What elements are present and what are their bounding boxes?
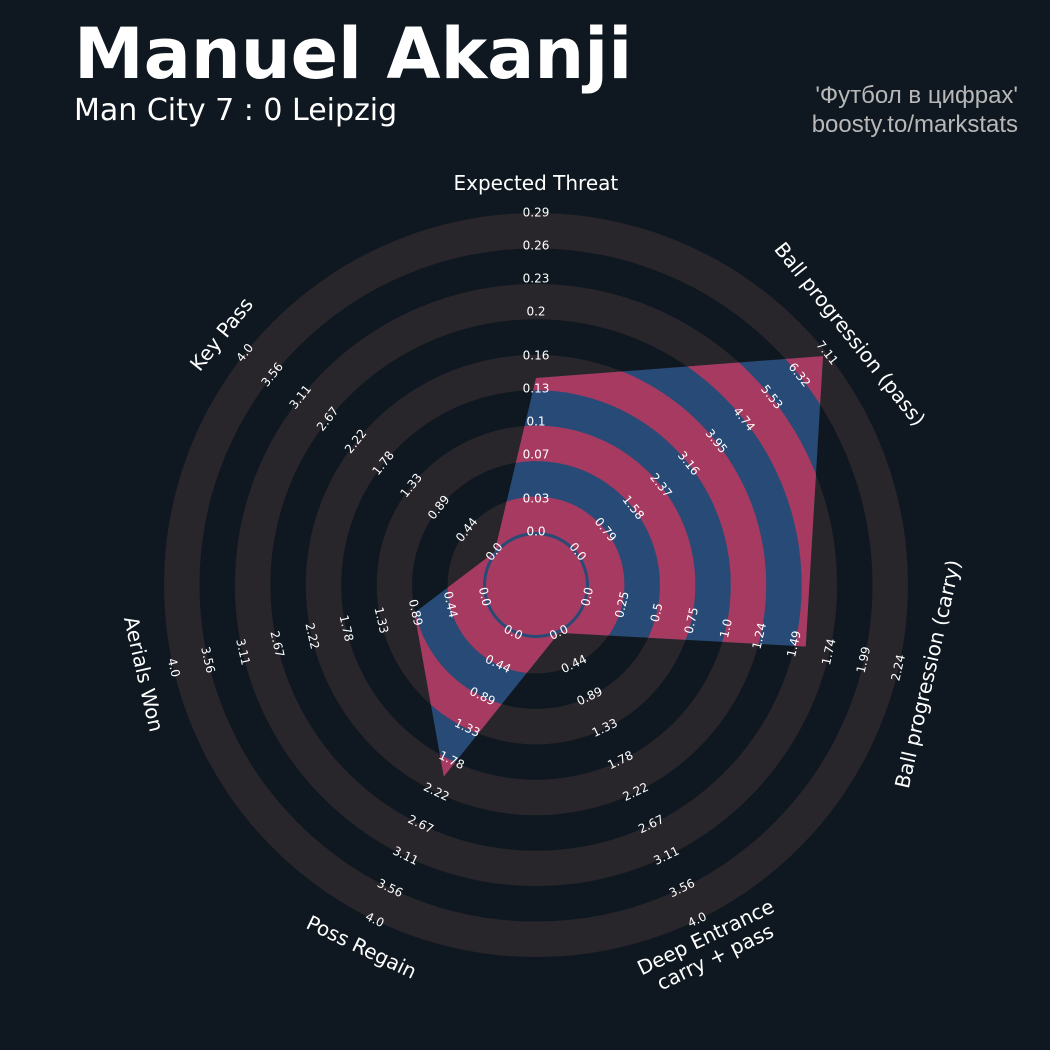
tick-label: 0.0	[578, 586, 596, 608]
tick-label: 0.07	[523, 448, 550, 462]
tick-label: 1.49	[784, 629, 804, 658]
tick-label: 4.0	[165, 657, 183, 679]
tick-label: 1.74	[819, 637, 839, 666]
tick-label: 1.24	[750, 621, 770, 650]
tick-label: 0.89	[406, 598, 426, 627]
tick-label: 0.29	[523, 206, 550, 220]
chart-subtitle: Man City 7 : 0 Leipzig	[74, 93, 398, 128]
tick-label: 2.24	[888, 653, 908, 682]
tick-label: 0.03	[523, 492, 550, 506]
tick-label: 0.44	[441, 590, 461, 619]
tick-label: 0.5	[648, 602, 666, 624]
tick-label: 0.25	[612, 590, 632, 619]
tick-label: 0.16	[523, 349, 550, 363]
tick-label: 2.22	[302, 622, 322, 651]
tick-label: 0.2	[526, 305, 545, 319]
tick-label: 0.0	[526, 525, 545, 539]
tick-label: 0.1	[526, 415, 545, 429]
tick-label: 0.75	[682, 606, 702, 635]
tick-label: 1.99	[854, 645, 874, 674]
tick-label: 1.33	[372, 606, 392, 635]
tick-label: 1.78	[337, 614, 357, 643]
axis-label: Expected Threat	[453, 171, 619, 195]
chart-title: Manuel Akanji	[74, 13, 633, 95]
tick-label: 0.13	[523, 382, 550, 396]
tick-label: 0.0	[476, 586, 494, 608]
tick-label: 0.26	[523, 239, 550, 253]
tick-label: 3.56	[198, 645, 218, 674]
tick-label: 3.11	[233, 637, 253, 666]
tick-label: 0.23	[523, 272, 550, 286]
center-circle	[486, 535, 586, 635]
credit: 'Футбол в цифрах'	[815, 82, 1018, 109]
credit: boosty.to/markstats	[811, 111, 1018, 138]
tick-label: 1.0	[717, 618, 735, 640]
tick-label: 2.67	[267, 630, 287, 659]
